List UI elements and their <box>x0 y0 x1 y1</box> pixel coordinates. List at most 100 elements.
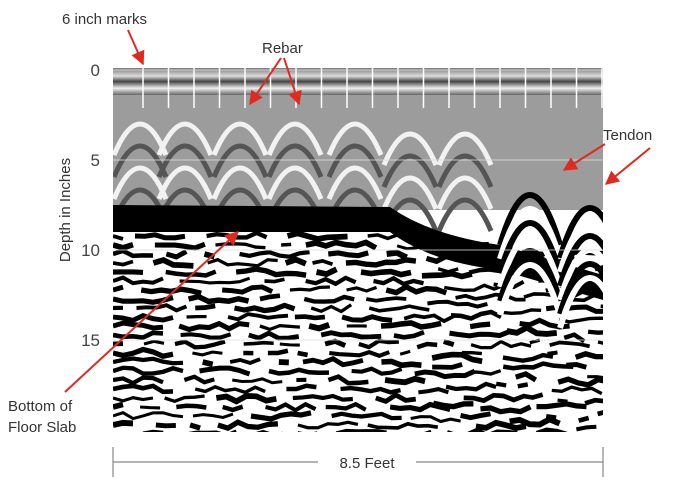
reflection <box>597 340 603 345</box>
reflection <box>385 283 448 296</box>
reflection <box>358 338 399 350</box>
reflection <box>113 401 124 410</box>
reflection <box>229 357 261 366</box>
annotations <box>64 29 651 393</box>
reflection <box>136 303 188 313</box>
reflection <box>192 412 234 420</box>
reflection <box>265 401 317 413</box>
reflection <box>594 264 603 272</box>
reflection <box>577 437 637 441</box>
reflection <box>469 321 491 330</box>
surface-band <box>113 68 603 95</box>
arrow <box>64 231 240 393</box>
reflection <box>327 374 369 386</box>
reflection <box>380 320 442 330</box>
reflection <box>373 275 424 287</box>
tendon-reflection <box>557 261 603 315</box>
tendon-reflection <box>497 234 563 288</box>
y-tick-label: 10 <box>81 241 100 260</box>
y-tick-label: 0 <box>91 61 100 80</box>
reflection <box>235 266 307 278</box>
reflection <box>509 416 561 428</box>
reflection <box>143 339 165 346</box>
reflection <box>558 316 603 324</box>
reflection <box>445 381 497 392</box>
reflection <box>164 394 205 404</box>
reflection <box>315 266 338 278</box>
y-tick-label: 15 <box>81 331 100 350</box>
reflection <box>340 385 402 395</box>
reflection <box>421 270 473 280</box>
reflection <box>113 411 184 421</box>
reflection <box>381 358 422 369</box>
reflection <box>255 429 283 432</box>
reflection <box>475 419 527 432</box>
y-tick-label: 5 <box>91 151 100 170</box>
reflection <box>536 401 587 410</box>
rebar-reflection <box>266 121 324 156</box>
reflection <box>443 283 505 293</box>
reflection <box>557 398 568 403</box>
reflection <box>305 239 378 251</box>
slab-boundary <box>113 205 603 300</box>
reflection <box>243 340 274 346</box>
tendon-reflection <box>497 220 563 274</box>
reflection <box>502 361 574 371</box>
label-bg <box>318 450 416 474</box>
reflection <box>113 313 174 323</box>
reflection <box>365 296 407 303</box>
rebar-reflection <box>113 143 169 178</box>
reflection <box>399 349 411 356</box>
rebar-reflection <box>436 175 494 210</box>
reflection <box>551 385 603 396</box>
rebar-reflection <box>211 165 269 200</box>
reflection <box>557 376 603 388</box>
reflection <box>341 314 393 323</box>
reflection <box>345 257 417 268</box>
reflection <box>180 332 232 340</box>
reflection <box>113 356 184 366</box>
reflection <box>547 350 558 356</box>
reflection <box>458 241 489 247</box>
reflection <box>267 348 289 356</box>
reflection <box>303 294 355 304</box>
reflection <box>113 269 144 276</box>
reflection <box>584 284 603 291</box>
reflection <box>264 277 285 284</box>
reflection <box>140 286 202 296</box>
reflection <box>500 308 542 315</box>
reflection <box>152 256 194 269</box>
radargram <box>113 68 637 441</box>
reflection <box>431 351 483 365</box>
rebar-reflection <box>156 143 214 178</box>
rebar-reflection <box>113 121 169 156</box>
reflection <box>584 397 603 406</box>
reflection <box>414 368 476 380</box>
reflection <box>113 365 184 376</box>
reflection <box>368 304 430 313</box>
reflection <box>113 275 164 286</box>
reflection <box>132 431 133 432</box>
reflection <box>113 234 124 241</box>
reflection <box>259 323 301 332</box>
reflection <box>139 405 161 410</box>
y-axis-label: Depth in Inches <box>57 158 74 262</box>
rebar-reflection <box>326 121 384 156</box>
reflection <box>587 375 603 380</box>
annotation: Floor Slab <box>8 419 76 436</box>
reflection <box>268 367 329 376</box>
rebar-reflection <box>381 153 439 188</box>
reflection <box>563 332 586 344</box>
reflection <box>239 250 310 259</box>
reflection <box>517 382 529 389</box>
reflection <box>134 232 186 241</box>
reflection <box>346 285 378 293</box>
reflection <box>113 419 134 428</box>
reflection <box>292 393 353 402</box>
reflection <box>449 329 511 339</box>
reflection <box>367 421 439 430</box>
reflection <box>535 427 568 432</box>
reflection <box>195 303 216 311</box>
reflection <box>463 392 525 404</box>
